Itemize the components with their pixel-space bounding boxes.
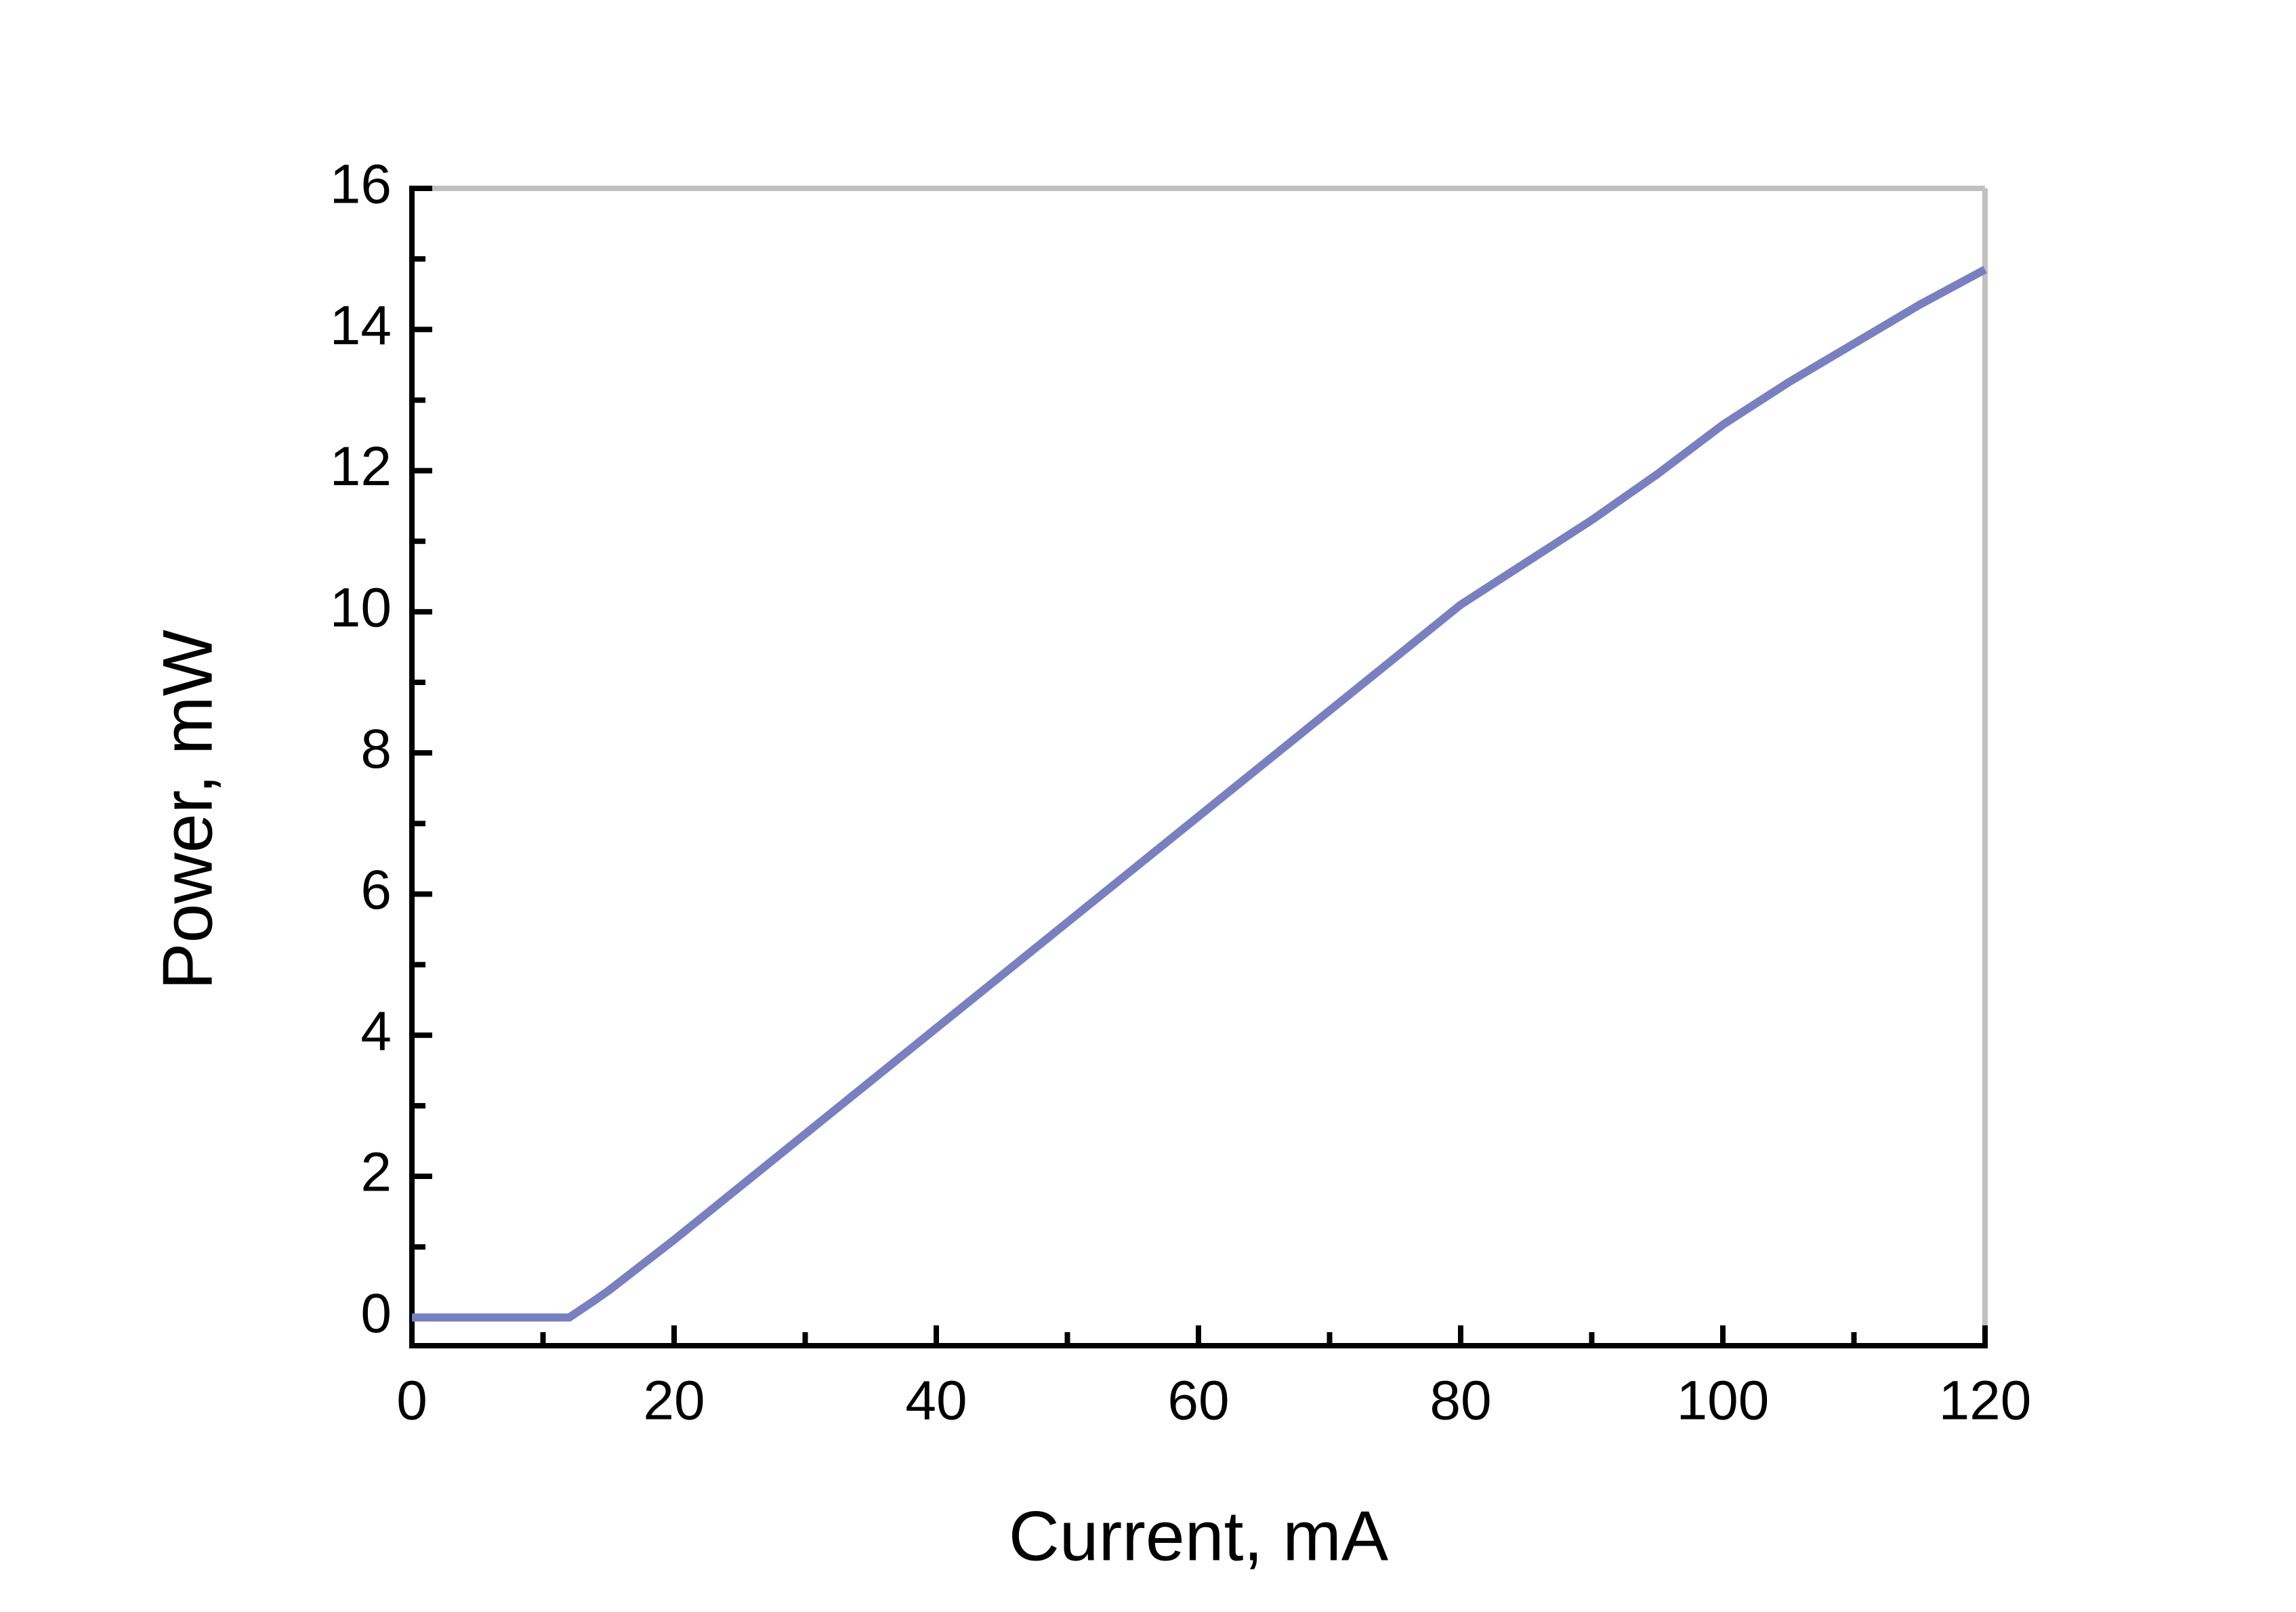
y-tick-label: 6 xyxy=(360,859,392,921)
x-axis-label: Current, mA xyxy=(1009,1497,1389,1575)
data-line xyxy=(412,266,1987,1322)
y-tick-label: 2 xyxy=(360,1142,392,1203)
y-tick-label: 10 xyxy=(330,577,392,639)
x-tick-label: 60 xyxy=(1167,1370,1229,1432)
y-tick-label: 16 xyxy=(330,154,392,215)
y-tick-label: 12 xyxy=(330,436,392,497)
x-tick-label: 80 xyxy=(1429,1370,1491,1432)
y-tick-label: 14 xyxy=(330,295,392,356)
x-tick-label: 0 xyxy=(396,1370,427,1432)
y-tick-label: 8 xyxy=(360,718,392,780)
x-tick-label: 100 xyxy=(1677,1370,1770,1432)
y-tick-label: 0 xyxy=(360,1283,392,1344)
y-tick-label: 4 xyxy=(360,1000,392,1062)
x-tick-label: 20 xyxy=(643,1370,705,1432)
x-tick-label: 40 xyxy=(905,1370,967,1432)
x-tick-label: 120 xyxy=(1939,1370,2032,1432)
y-axis-label: Power, mW xyxy=(148,629,227,990)
